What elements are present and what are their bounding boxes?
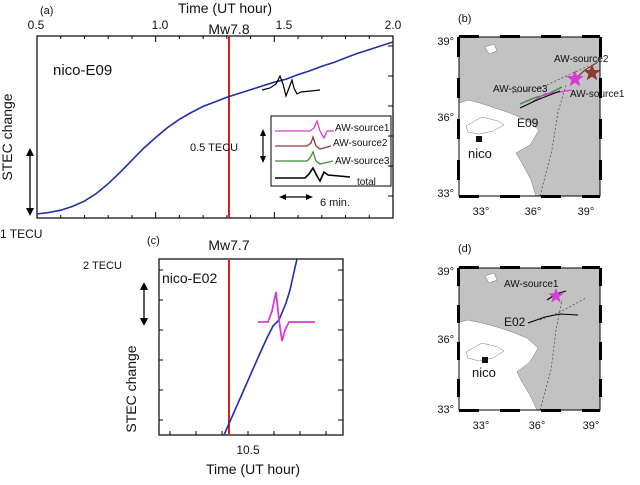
- inset-trace-total: [275, 166, 351, 183]
- scale-bar-arrow-top: [140, 282, 148, 290]
- inset-scale-arrow-top: [260, 129, 266, 136]
- stec-line-e09: [36, 41, 394, 215]
- scale-bar-arrow-bottom: [140, 318, 148, 326]
- lat-label: 39°: [437, 266, 454, 278]
- inset-trace-source1: [275, 119, 334, 140]
- lon-label: 33°: [473, 206, 490, 218]
- lat-label: 33°: [437, 404, 454, 416]
- map-b-source1-star: [566, 70, 584, 87]
- lon-label: 36°: [529, 420, 546, 432]
- stec-disturbance-e09: [261, 74, 321, 99]
- lon-label: 39°: [583, 420, 600, 432]
- panel-a-x-ticks: 0.5 1.0 1.5 2.0: [28, 18, 402, 32]
- map-b-island: [465, 116, 505, 135]
- inset-trace-source3: [275, 150, 334, 165]
- map-b-source3-label: AW-source3: [493, 84, 548, 95]
- map-b-source1-label: AW-source1: [570, 89, 625, 100]
- panel-c-tick-marks: [159, 269, 343, 435]
- map-d: (d) AW-source1 E02 nico 39° 36° 33° 33° …: [437, 243, 602, 432]
- inset-label-source3: AW-source3: [335, 156, 390, 167]
- map-d-station-marker: [482, 357, 488, 363]
- map-d-source1-label: AW-source1: [504, 279, 559, 290]
- scale-bar-arrow-bottom: [26, 208, 34, 216]
- x-tick-label: 10.5: [236, 443, 260, 457]
- lon-label: 33°: [473, 420, 490, 432]
- x-tick-label: 1.5: [276, 18, 293, 32]
- map-d-island: [465, 342, 505, 362]
- map-b-fault-line: [539, 84, 567, 197]
- panel-a: (a) Time (UT hour) 0.5 1.0 1.5 2.0 Mw7.8…: [0, 0, 402, 241]
- panel-c-label: (c): [147, 235, 160, 247]
- inset-legend: 0.5 TECU AW-source1 AW-source2 AW-source…: [190, 115, 392, 209]
- inset-label-total: total: [357, 177, 376, 188]
- inset-time-label: 6 min.: [320, 197, 350, 209]
- map-d-satellite-label: E02: [504, 315, 526, 329]
- map-b-fault-line: [511, 65, 589, 94]
- event-label: Mw7.8: [208, 21, 249, 37]
- scale-bar-arrow-top: [26, 148, 34, 156]
- map-b-satellite-track: [519, 90, 561, 109]
- series-label-e09: nico-E09: [53, 62, 112, 79]
- inset-frame: [270, 115, 392, 187]
- map-d-frame: [458, 267, 601, 411]
- lat-label: 39°: [437, 36, 454, 48]
- panel-c-frame: [158, 258, 344, 436]
- map-b-source1-track: [531, 89, 573, 103]
- panel-a-title: Time (UT hour): [178, 0, 272, 16]
- y-axis-label: STEC change: [0, 93, 15, 180]
- inset-trace-source2: [275, 134, 332, 150]
- map-d-fault-line: [539, 299, 563, 411]
- inset-time-arrow-left: [279, 194, 286, 200]
- map-b-satellite-label: E09: [517, 116, 539, 130]
- panel-c-y-axis-label: STEC change: [123, 345, 139, 432]
- map-b-lake: [484, 43, 498, 55]
- map-b-station-marker: [476, 136, 482, 142]
- x-axis-label: Time (UT hour): [206, 461, 300, 477]
- modelled-waveform: [258, 291, 315, 342]
- inset-time-arrow-right: [306, 194, 313, 200]
- map-b-frame: [458, 36, 601, 197]
- map-d-source1-star: [548, 288, 564, 303]
- lat-label: 33°: [437, 188, 454, 200]
- map-b-source2-star: [583, 64, 601, 81]
- map-d-satellite-track: [527, 313, 579, 324]
- map-d-lake: [484, 272, 498, 284]
- x-tick-label: 0.5: [28, 18, 45, 32]
- x-tick-label: 2.0: [385, 18, 402, 32]
- lat-label: 36°: [437, 112, 454, 124]
- map-b-station-label: nico: [468, 146, 492, 161]
- map-b-border: [457, 35, 602, 198]
- inset-scale-arrow-bottom: [260, 156, 266, 163]
- lon-label: 36°: [525, 206, 542, 218]
- map-d-station-label: nico: [472, 365, 496, 380]
- scale-label: 1 TECU: [0, 227, 42, 241]
- series-label-e02: nico-E02: [162, 270, 217, 286]
- lat-label: 36°: [437, 334, 454, 346]
- panel-c-event-label: Mw7.7: [208, 237, 249, 253]
- map-d-border: [457, 266, 602, 412]
- panel-c: (c) Mw7.7 2 TECU nico-E02 STEC change 10…: [83, 235, 344, 477]
- panel-a-frame: [36, 35, 394, 219]
- map-b: (b) AW-source2 AW-source3 AW-source1 E09…: [437, 13, 625, 218]
- inset-label-source1: AW-source1: [335, 123, 390, 134]
- stec-line-e02: [223, 258, 298, 436]
- inset-label-source2: AW-source2: [333, 138, 388, 149]
- map-d-label: (d): [458, 243, 471, 255]
- panel-a-tick-marks: [36, 36, 394, 218]
- lon-label: 39°: [578, 206, 595, 218]
- panel-c-scale-label: 2 TECU: [83, 260, 122, 272]
- x-tick-label: 1.0: [152, 18, 169, 32]
- panel-a-label: (a): [40, 5, 53, 17]
- map-d-fault-line: [539, 297, 587, 321]
- map-b-label: (b): [458, 13, 471, 25]
- map-b-source2-label: AW-source2: [554, 54, 609, 65]
- inset-scale-label: 0.5 TECU: [190, 142, 238, 154]
